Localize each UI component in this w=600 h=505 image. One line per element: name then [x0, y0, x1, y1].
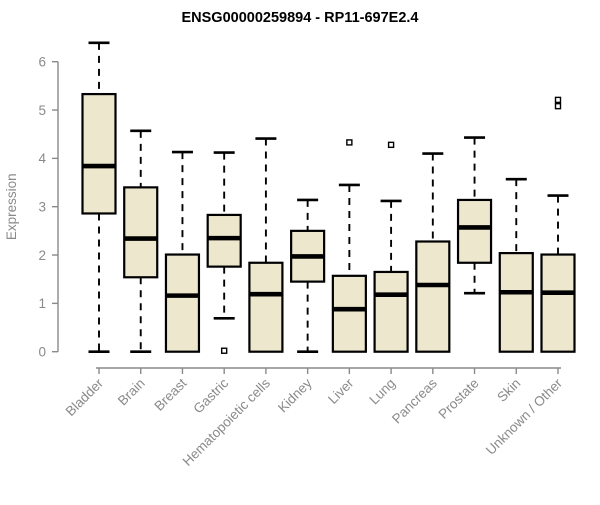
- y-axis-label: Expression: [4, 173, 19, 240]
- boxplot-brain: [123, 129, 159, 354]
- boxplot-hematopoietic-cells: [248, 137, 284, 353]
- iqr-box: [331, 274, 367, 353]
- x-tick-label: Bladder: [63, 375, 107, 419]
- y-tick-label: 6: [38, 55, 46, 70]
- boxplot-unknown-other: [540, 96, 576, 353]
- outlier-point: [387, 141, 395, 149]
- x-tick-label: Kidney: [275, 375, 315, 415]
- outlier-point: [346, 139, 353, 146]
- y-tick-label: 1: [38, 296, 46, 311]
- chart-title: ENSG00000259894 - RP11-697E2.4: [181, 10, 418, 26]
- iqr-box: [81, 92, 117, 215]
- outlier-point: [554, 96, 562, 104]
- x-tick-label: Liver: [325, 375, 357, 407]
- iqr-box: [540, 253, 576, 353]
- iqr-box: [373, 270, 409, 353]
- y-axis: 0 1 2 3 4 5 6: [38, 55, 59, 360]
- y-tick-label: 0: [38, 345, 46, 360]
- iqr-box: [248, 261, 284, 353]
- iqr-box: [415, 240, 451, 353]
- x-tick-label: Pancreas: [389, 375, 440, 426]
- y-tick-label: 5: [38, 103, 46, 118]
- boxplot-pancreas: [415, 152, 451, 353]
- y-tick-label: 3: [38, 200, 46, 215]
- boxplot-bladder: [81, 41, 117, 354]
- boxplot-liver: [331, 139, 367, 353]
- boxplot-prostate: [456, 136, 493, 295]
- iqr-box: [456, 198, 493, 264]
- iqr-box: [206, 213, 242, 268]
- outlier-point: [220, 347, 228, 354]
- x-tick-label: Unknown / Other: [483, 375, 566, 458]
- y-tick-label: 2: [38, 248, 46, 263]
- iqr-box: [164, 253, 201, 353]
- boxplot-skin: [498, 177, 534, 353]
- x-tick-label: Skin: [494, 376, 523, 405]
- x-tick-label: Lung: [366, 376, 398, 408]
- boxplot-kidney: [290, 198, 326, 354]
- y-tick-label: 4: [38, 151, 46, 166]
- x-tick-label: Prostate: [436, 376, 482, 422]
- x-tick-label: Brain: [115, 376, 148, 409]
- iqr-box: [498, 252, 534, 353]
- boxplot-lung: [373, 141, 409, 353]
- x-tick-label: Gastric: [190, 375, 231, 416]
- outlier-point: [554, 102, 562, 110]
- plot-area: [81, 41, 576, 354]
- iqr-box: [123, 186, 159, 279]
- boxplot-breast: [164, 150, 201, 353]
- x-tick-label: Breast: [151, 375, 189, 413]
- boxplot-gastric: [206, 151, 242, 354]
